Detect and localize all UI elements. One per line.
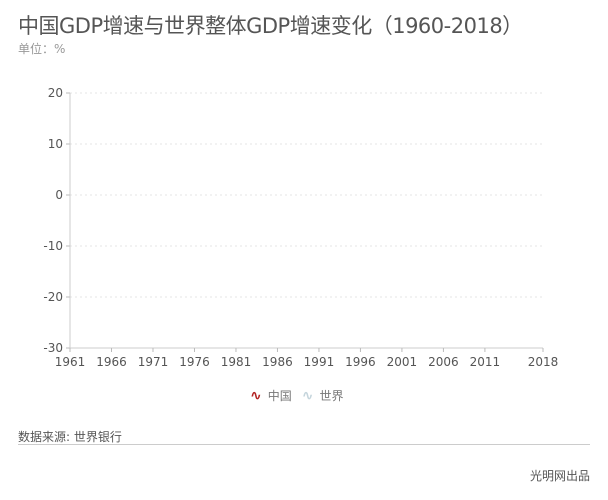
x-tick-label: 1961 <box>55 355 86 369</box>
x-tick-label: 1991 <box>304 355 335 369</box>
x-tick-label: 1966 <box>96 355 127 369</box>
wave-icon: ∿ <box>301 388 314 404</box>
y-tick-label: -30 <box>43 341 63 355</box>
legend-item-china[interactable]: ∿ 中国 <box>250 387 292 404</box>
y-tick-label: 10 <box>48 137 63 151</box>
y-tick-label: -10 <box>43 239 63 253</box>
x-tick-label: 1996 <box>345 355 376 369</box>
x-tick-label: 2018 <box>528 355 559 369</box>
x-tick-label: 2006 <box>428 355 459 369</box>
x-tick-label: 1976 <box>179 355 210 369</box>
source-note: 数据来源: 世界银行 <box>18 430 122 444</box>
x-tick-label: 2001 <box>387 355 418 369</box>
y-tick-label: -20 <box>43 290 63 304</box>
x-tick-label: 1971 <box>138 355 169 369</box>
legend-label: 世界 <box>319 389 344 403</box>
y-tick-label: 0 <box>55 188 63 202</box>
legend: ∿ 中国 ∿ 世界 <box>250 387 344 404</box>
chart-title: 中国GDP增速与世界整体GDP增速变化（1960-2018） <box>18 14 523 38</box>
legend-label: 中国 <box>267 389 292 403</box>
legend-item-world[interactable]: ∿ 世界 <box>302 387 344 404</box>
chart-subtitle: 单位：% <box>18 42 66 56</box>
x-tick-label: 1981 <box>221 355 252 369</box>
credit: 光明网出品 <box>529 469 590 483</box>
divider <box>18 444 590 445</box>
x-tick-label: 1986 <box>262 355 293 369</box>
wave-icon: ∿ <box>250 388 262 404</box>
x-tick-label: 2011 <box>470 355 501 369</box>
y-tick-label: 20 <box>48 86 63 100</box>
